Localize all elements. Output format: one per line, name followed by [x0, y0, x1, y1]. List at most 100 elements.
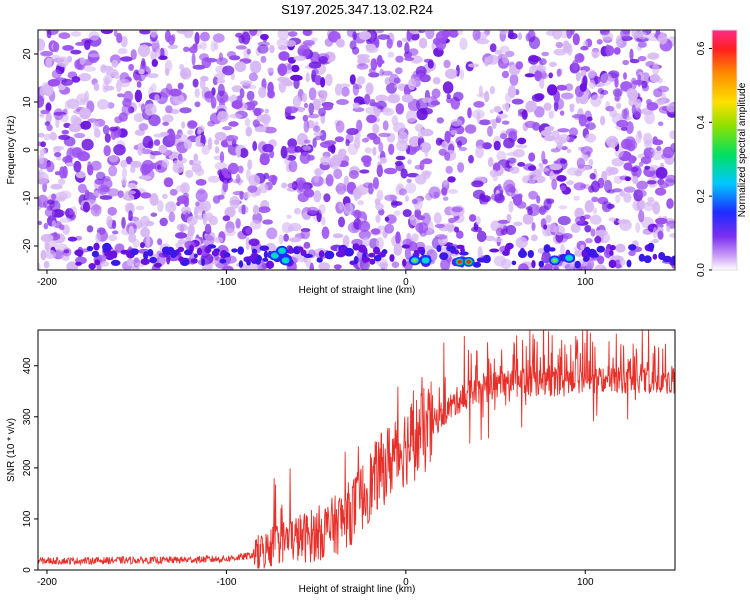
- heatmap-cell: [669, 233, 675, 238]
- heatmap-cell: [212, 76, 218, 86]
- heatmap-cell: [297, 44, 311, 58]
- heatmap-cell: [631, 30, 638, 38]
- heatmap-cell: [186, 120, 198, 130]
- heatmap-cell: [117, 190, 124, 198]
- heatmap-cell: [280, 145, 288, 159]
- heatmap-cell: [376, 100, 387, 110]
- heatmap-cell: [525, 206, 533, 211]
- heatmap-cell: [471, 226, 482, 233]
- heatmap-cell: [44, 242, 50, 251]
- heatmap-cell: [40, 50, 53, 57]
- heatmap-cell: [207, 137, 213, 150]
- heatmap-cell: [51, 193, 57, 201]
- heatmap-cell: [194, 88, 200, 98]
- heatmap-cell: [278, 51, 290, 61]
- heatmap-cell: [277, 63, 288, 76]
- heatmap-cell: [287, 138, 298, 149]
- heatmap-cell: [448, 189, 458, 194]
- heatmap-cell: [201, 258, 206, 267]
- heatmap-cell: [278, 45, 288, 51]
- heatmap-cell: [537, 167, 550, 172]
- heatmap-hotspot-core: [466, 260, 471, 264]
- heatmap-cell: [368, 30, 376, 42]
- heatmap-cell: [406, 172, 420, 178]
- heatmap-cell: [245, 127, 251, 137]
- heatmap-cell: [511, 98, 524, 105]
- heatmap-cell: [258, 86, 267, 99]
- heatmap-cell: [548, 72, 553, 79]
- heatmap-cell: [666, 225, 671, 233]
- heatmap-cell: [241, 31, 251, 45]
- heatmap-cell: [395, 67, 403, 75]
- heatmap-cell: [324, 73, 333, 86]
- heatmap-cell: [620, 126, 628, 131]
- heatmap-cell: [569, 103, 575, 113]
- heatmap-cell: [287, 31, 298, 37]
- heatmap-cell: [364, 147, 373, 154]
- heatmap-cell: [506, 213, 512, 222]
- heatmap-cell: [246, 90, 255, 101]
- heatmap-cell: [235, 45, 247, 50]
- heatmap-cell: [557, 215, 571, 226]
- heatmap-cell: [368, 67, 376, 74]
- heatmap-cell: [75, 171, 86, 179]
- heatmap-cell: [111, 59, 119, 68]
- heatmap-cell: [662, 255, 672, 263]
- heatmap-cell: [195, 142, 205, 147]
- heatmap-cell: [108, 165, 118, 177]
- heatmap-cell: [140, 227, 151, 238]
- figure-title: S197.2025.347.13.02.R24: [281, 2, 433, 17]
- heatmap-cell: [539, 58, 547, 66]
- heatmap-cell: [102, 242, 112, 252]
- heatmap-cell: [54, 152, 62, 158]
- heatmap-cell: [637, 189, 647, 197]
- heatmap-cell: [478, 119, 492, 126]
- heatmap-cell: [580, 69, 587, 78]
- heatmap-cell: [444, 224, 457, 232]
- heatmap-cell: [99, 195, 113, 200]
- heatmap-cell: [649, 73, 661, 83]
- heatmap-cell: [314, 167, 322, 178]
- heatmap-cell: [446, 93, 451, 99]
- heatmap-cell: [605, 166, 614, 177]
- heatmap-cell: [544, 126, 554, 132]
- heatmap-cell: [574, 216, 586, 225]
- heatmap-cell: [553, 48, 567, 56]
- heatmap-cell: [207, 120, 216, 127]
- heatmap-cell: [224, 206, 236, 218]
- heatmap-cell: [181, 206, 192, 215]
- heatmap-cell: [262, 37, 267, 43]
- heatmap-cell: [47, 79, 61, 87]
- heatmap-cell: [163, 177, 174, 188]
- heatmap-cell: [49, 131, 57, 141]
- heatmap-cell: [472, 30, 481, 42]
- heatmap-cell: [582, 165, 591, 171]
- heatmap-cell: [40, 233, 54, 243]
- heatmap-cell: [222, 126, 232, 131]
- heatmap-cell: [93, 83, 100, 91]
- heatmap-cell: [656, 145, 662, 152]
- heatmap-cell: [553, 225, 566, 236]
- heatmap-cell: [439, 252, 449, 261]
- heatmap-cell: [665, 174, 675, 183]
- heatmap-cell: [365, 82, 374, 96]
- heatmap-cell: [655, 217, 668, 225]
- heatmap-cell: [431, 88, 441, 99]
- heatmap-cell: [527, 171, 537, 184]
- heatmap-cell: [507, 157, 517, 164]
- heatmap-cell: [578, 114, 587, 127]
- heatmap-cell: [391, 261, 400, 269]
- heatmap-cell: [433, 212, 442, 224]
- heatmap-cell: [307, 113, 320, 119]
- heatmap-cell: [171, 109, 179, 114]
- colorbar: 0.0 0.2 0.4 0.6 Normalized spectral amplitu…: [696, 29, 748, 277]
- heatmap-cell: [571, 59, 579, 71]
- heatmap-cell: [304, 139, 311, 144]
- heatmap-cell: [493, 255, 507, 267]
- heatmap-cell: [204, 212, 214, 222]
- heatmap-cell: [114, 116, 123, 124]
- heatmap-cell: [95, 171, 106, 181]
- heatmap-cell: [404, 195, 409, 202]
- heatmap-cell: [585, 238, 593, 244]
- heatmap-cell: [260, 33, 269, 41]
